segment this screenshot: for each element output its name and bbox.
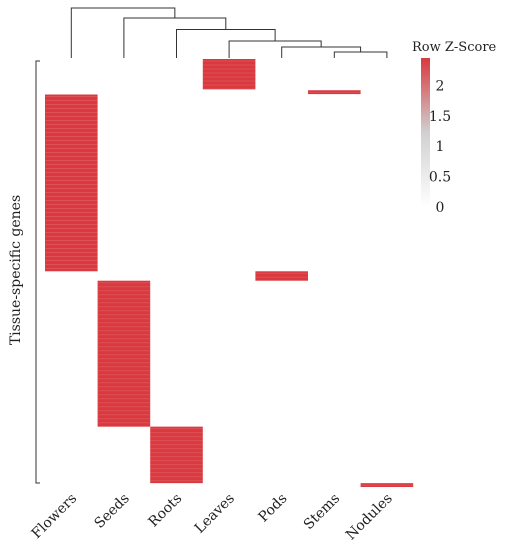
column-label-seeds: Seeds (91, 491, 132, 532)
heatmap-block-pods (255, 271, 308, 281)
row-bracket-line (35, 60, 40, 484)
legend-tick-label: 0 (436, 200, 445, 216)
legend-tick-label: 0.5 (429, 170, 451, 186)
legend-tick-label: 1.5 (429, 109, 451, 125)
block-texture (97, 282, 151, 424)
dendrogram-link-m6 (70, 7, 176, 58)
heatmap-block-flowers (45, 94, 98, 272)
dendrogram-link-m4 (176, 29, 276, 58)
block-texture (150, 428, 203, 482)
column-label-pods: Pods (256, 491, 291, 526)
column-label-nodules: Nodules (343, 491, 396, 544)
heatmap-block-roots (150, 426, 203, 484)
column-label-leaves: Leaves (192, 491, 238, 537)
color-legend: Row Z-Score 0 0.5 1 1.5 2 (412, 40, 497, 216)
heatmap-block-stems (308, 90, 361, 95)
legend-title: Row Z-Score (412, 40, 497, 55)
dendrogram-link-m3 (228, 40, 322, 58)
legend-tick-label: 1 (436, 139, 445, 155)
column-labels: Flowers Seeds Roots Leaves Pods Stems Nodules (29, 491, 396, 544)
y-axis-label: Tissue-specific genes (8, 195, 24, 345)
row-bracket: Tissue-specific genes (8, 60, 40, 484)
column-label-roots: Roots (146, 491, 186, 531)
heatmap-cells (45, 59, 414, 487)
column-label-stems: Stems (301, 491, 343, 533)
heatmap-block-nodules (360, 483, 414, 487)
legend-color-bar (421, 58, 430, 207)
dendrogram-link-m5 (123, 17, 227, 58)
heatmap-block-seeds (97, 280, 151, 427)
block-texture (202, 60, 256, 90)
column-label-flowers: Flowers (29, 491, 80, 542)
block-texture (45, 96, 98, 270)
heatmap-block-leaves (202, 59, 256, 90)
dendrogram-link-m1 (333, 51, 388, 58)
legend-tick-label: 2 (436, 78, 445, 94)
column-dendrogram (70, 7, 388, 58)
block-texture (255, 272, 308, 278)
